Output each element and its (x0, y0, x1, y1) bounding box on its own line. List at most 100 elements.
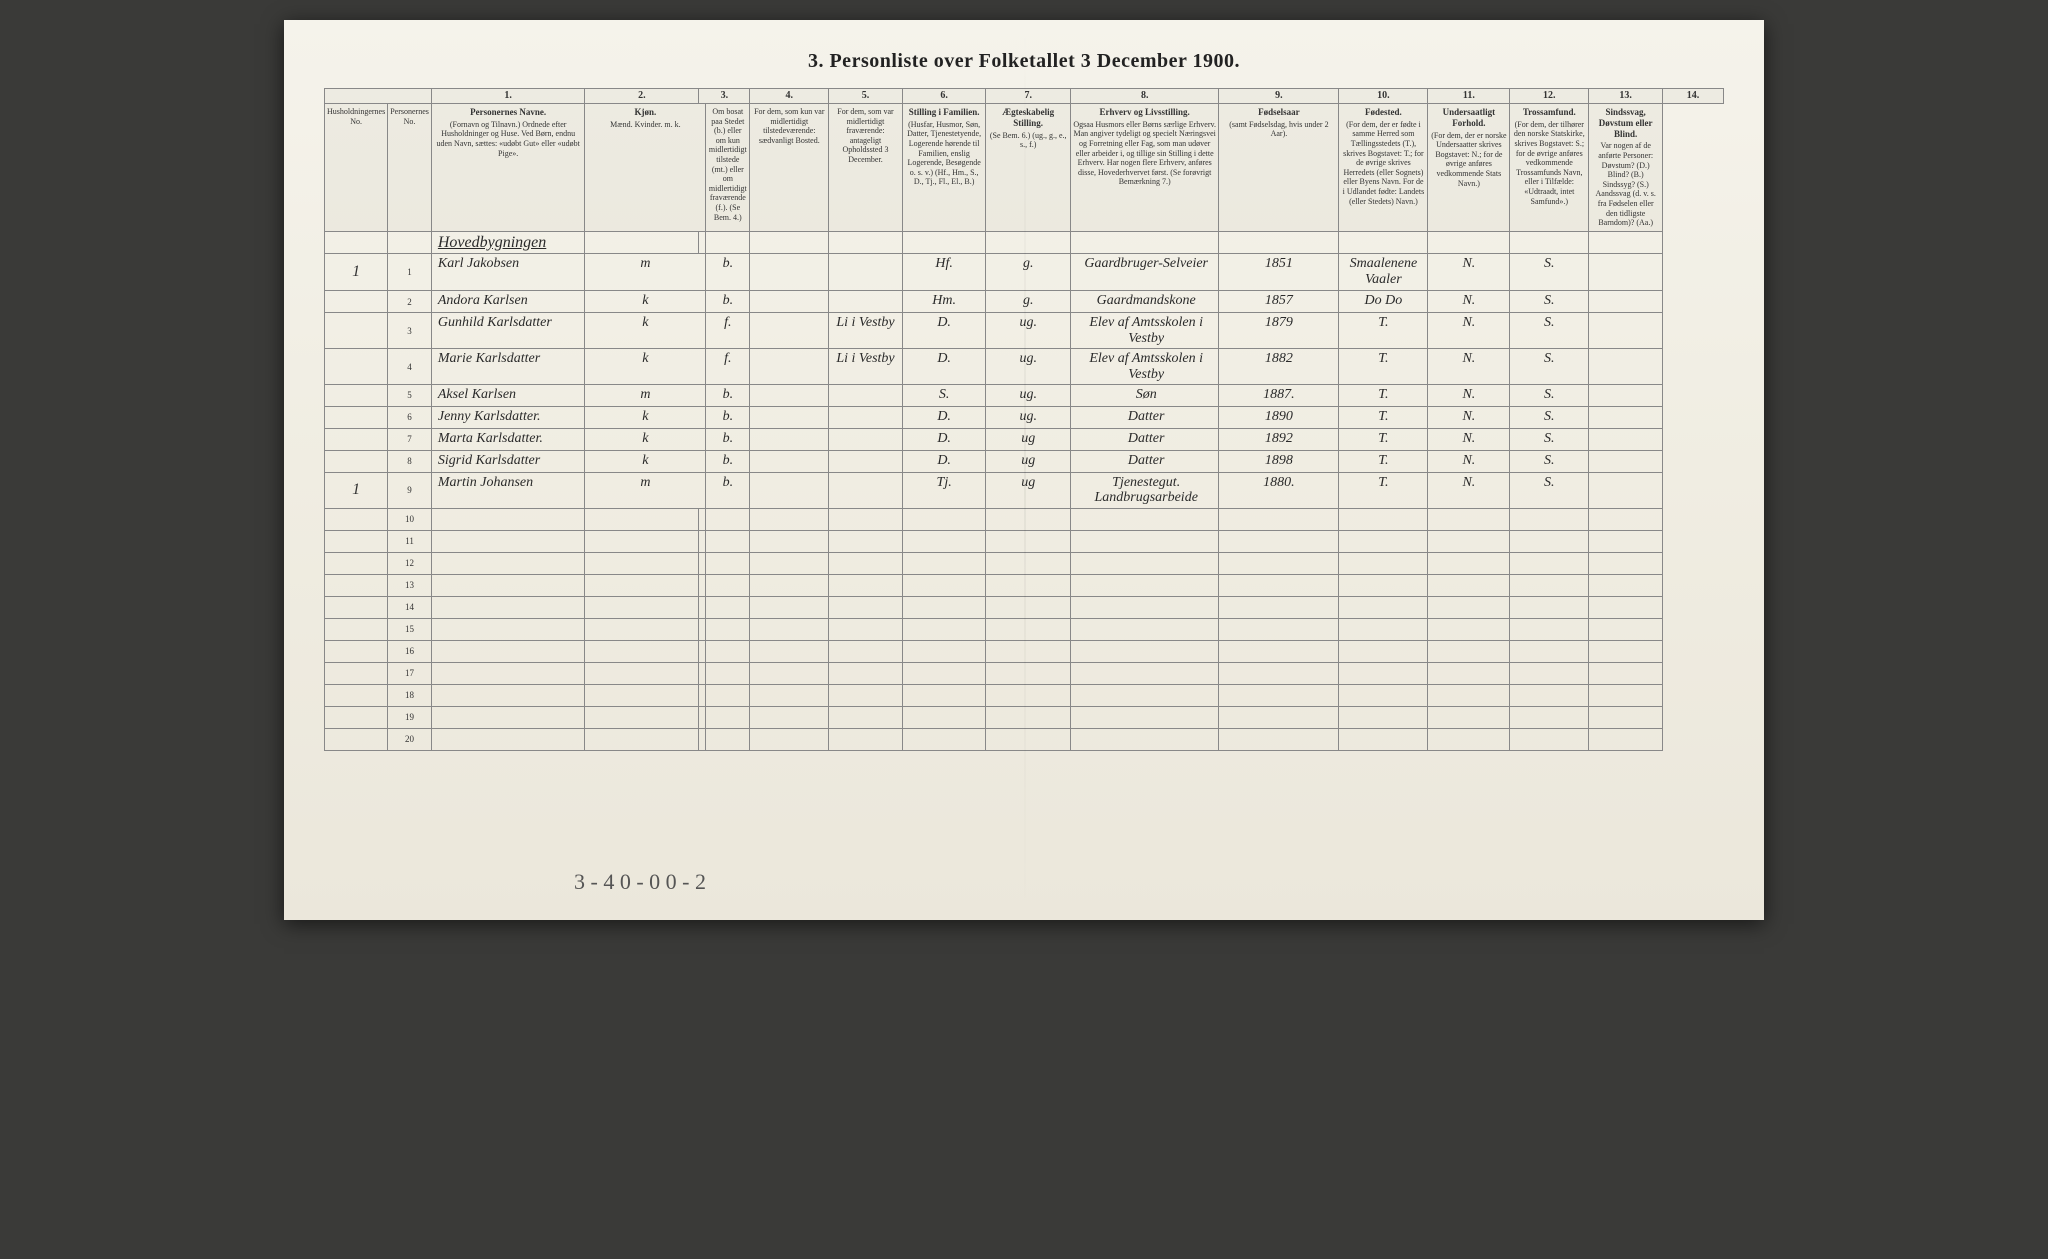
empty-row: 17 (325, 662, 1724, 684)
household-no (325, 291, 388, 313)
person-no: 5 (388, 384, 432, 406)
census-page: 3. Personliste over Folketallet 3 Decemb… (284, 20, 1764, 920)
person-no: 14 (388, 596, 432, 618)
occupation: Datter (1070, 450, 1219, 472)
residence-status: f. (706, 313, 750, 349)
colnum-2: 2. (585, 89, 699, 104)
sex: m (585, 472, 706, 508)
person-no: 15 (388, 618, 432, 640)
footnote-annotation: 3 - 4 0 - 0 0 - 2 (574, 869, 706, 895)
family-position: D. (902, 313, 986, 349)
usual-residence (750, 406, 829, 428)
current-location (829, 406, 903, 428)
colnum-7: 7. (986, 89, 1070, 104)
residence-status: b. (706, 291, 750, 313)
usual-residence (750, 291, 829, 313)
nationality: N. (1428, 450, 1510, 472)
current-location: Li i Vestby (829, 349, 903, 385)
colhead-pn: Personernes No. (388, 104, 432, 232)
person-name: Sigrid Karlsdatter (431, 450, 585, 472)
family-position: Tj. (902, 472, 986, 508)
religion: S. (1510, 254, 1589, 291)
table-row: 5 Aksel Karlsen m b. S. ug. Søn 1887. T.… (325, 384, 1724, 406)
person-no: 10 (388, 508, 432, 530)
person-no: 6 (388, 406, 432, 428)
empty-row: 19 (325, 706, 1724, 728)
birth-year: 1887. (1219, 384, 1339, 406)
residence-status: b. (706, 450, 750, 472)
colnum-10: 10. (1339, 89, 1428, 104)
birth-year: 1890 (1219, 406, 1339, 428)
disability (1589, 450, 1663, 472)
colhead-8: Ægteskabelig Stilling.(Se Bem. 6.) (ug.,… (986, 104, 1070, 232)
table-row: 8 Sigrid Karlsdatter k b. D. ug Datter 1… (325, 450, 1724, 472)
household-no (325, 406, 388, 428)
birth-year: 1892 (1219, 428, 1339, 450)
empty-row: 15 (325, 618, 1724, 640)
empty-row: 13 (325, 574, 1724, 596)
current-location: Li i Vestby (829, 313, 903, 349)
colhead-9: Erhverv og Livsstilling.Ogsaa Husmors el… (1070, 104, 1219, 232)
residence-status: b. (706, 384, 750, 406)
disability (1589, 313, 1663, 349)
sex: k (585, 428, 706, 450)
occupation: Elev af Amtsskolen i Vestby (1070, 313, 1219, 349)
person-no: 8 (388, 450, 432, 472)
colnum-14: 14. (1663, 89, 1724, 104)
empty-row: 14 (325, 596, 1724, 618)
person-no: 11 (388, 530, 432, 552)
colnum-6: 6. (902, 89, 986, 104)
person-no: 18 (388, 684, 432, 706)
column-header-row: Husholdningernes No. Personernes No. Per… (325, 104, 1724, 232)
column-number-row: 1. 2. 3. 4. 5. 6. 7. 8. 9. 10. 11. 12. 1… (325, 89, 1724, 104)
person-no: 4 (388, 349, 432, 385)
religion: S. (1510, 428, 1589, 450)
birth-year: 1882 (1219, 349, 1339, 385)
marital-status: ug. (986, 313, 1070, 349)
usual-residence (750, 349, 829, 385)
birthplace: T. (1339, 406, 1428, 428)
person-name: Marta Karlsdatter. (431, 428, 585, 450)
colnum-13: 13. (1589, 89, 1663, 104)
disability (1589, 428, 1663, 450)
current-location (829, 291, 903, 313)
birth-year: 1857 (1219, 291, 1339, 313)
colnum-9: 9. (1219, 89, 1339, 104)
household-no: 1 (325, 254, 388, 291)
person-no: 13 (388, 574, 432, 596)
religion: S. (1510, 313, 1589, 349)
residence-status: f. (706, 349, 750, 385)
family-position: D. (902, 349, 986, 385)
nationality: N. (1428, 291, 1510, 313)
current-location (829, 384, 903, 406)
table-body: Hovedbygningen 1 1 Karl Jakobsen m b. Hf… (325, 231, 1724, 750)
colnum-3: 3. (699, 89, 750, 104)
household-no: 1 (325, 472, 388, 508)
current-location (829, 450, 903, 472)
residence-status: b. (706, 406, 750, 428)
census-table: 1. 2. 3. 4. 5. 6. 7. 8. 9. 10. 11. 12. 1… (324, 88, 1724, 751)
occupation: Gaardbruger-Selveier (1070, 254, 1219, 291)
occupation: Datter (1070, 406, 1219, 428)
person-no: 9 (388, 472, 432, 508)
religion: S. (1510, 349, 1589, 385)
religion: S. (1510, 384, 1589, 406)
marital-status: ug. (986, 406, 1070, 428)
person-name: Martin Johansen (431, 472, 585, 508)
birthplace: T. (1339, 450, 1428, 472)
nationality: N. (1428, 406, 1510, 428)
marital-status: ug. (986, 349, 1070, 385)
marital-status: ug (986, 428, 1070, 450)
nationality: N. (1428, 472, 1510, 508)
occupation: Tjenestegut. Landbrugsarbeide (1070, 472, 1219, 508)
sex: m (585, 254, 706, 291)
person-no: 2 (388, 291, 432, 313)
sex: k (585, 450, 706, 472)
residence-status: b. (706, 254, 750, 291)
disability (1589, 384, 1663, 406)
household-no (325, 313, 388, 349)
religion: S. (1510, 291, 1589, 313)
usual-residence (750, 428, 829, 450)
family-position: D. (902, 428, 986, 450)
religion: S. (1510, 450, 1589, 472)
